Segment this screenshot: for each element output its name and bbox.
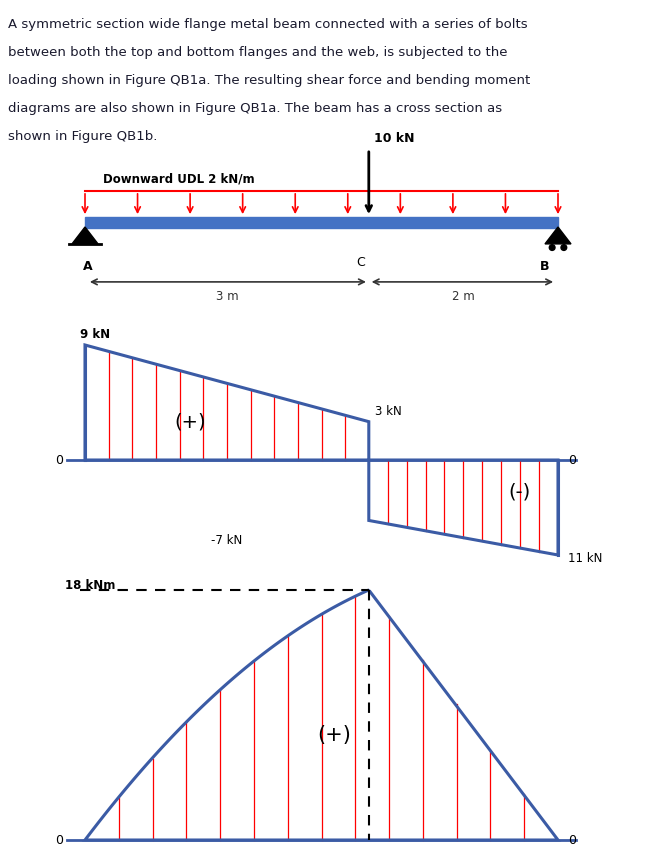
- Text: 2 m: 2 m: [452, 289, 475, 303]
- Text: C: C: [356, 256, 365, 269]
- Text: B: B: [540, 260, 550, 273]
- Text: loading shown in Figure QB1a. The resulting shear force and bending moment: loading shown in Figure QB1a. The result…: [8, 74, 530, 87]
- Polygon shape: [72, 227, 98, 244]
- Text: 10 kN: 10 kN: [374, 132, 414, 145]
- Text: (+): (+): [175, 412, 207, 431]
- Text: shown in Figure QB1b.: shown in Figure QB1b.: [8, 130, 157, 143]
- Text: 0: 0: [568, 833, 576, 846]
- Text: 0: 0: [55, 454, 63, 466]
- Text: 0: 0: [55, 833, 63, 846]
- Text: 0: 0: [568, 454, 576, 466]
- Text: (-): (-): [508, 483, 530, 502]
- Text: 3 m: 3 m: [216, 289, 238, 303]
- Text: 9 kN: 9 kN: [80, 328, 110, 341]
- Text: -7 kN: -7 kN: [211, 534, 242, 547]
- Circle shape: [550, 245, 555, 251]
- Text: Downward UDL 2 kN/m: Downward UDL 2 kN/m: [103, 173, 255, 186]
- Text: diagrams are also shown in Figure QB1a. The beam has a cross section as: diagrams are also shown in Figure QB1a. …: [8, 102, 502, 115]
- Text: 11 kN: 11 kN: [568, 552, 603, 565]
- Text: 18 kNm: 18 kNm: [65, 579, 115, 592]
- Bar: [85, 217, 558, 228]
- Text: A: A: [83, 260, 93, 273]
- Polygon shape: [545, 227, 571, 244]
- Text: between both the top and bottom flanges and the web, is subjected to the: between both the top and bottom flanges …: [8, 46, 507, 59]
- Text: (+): (+): [318, 725, 351, 745]
- Text: 3 kN: 3 kN: [375, 405, 402, 417]
- Circle shape: [561, 245, 567, 251]
- Text: A symmetric section wide flange metal beam connected with a series of bolts: A symmetric section wide flange metal be…: [8, 18, 527, 31]
